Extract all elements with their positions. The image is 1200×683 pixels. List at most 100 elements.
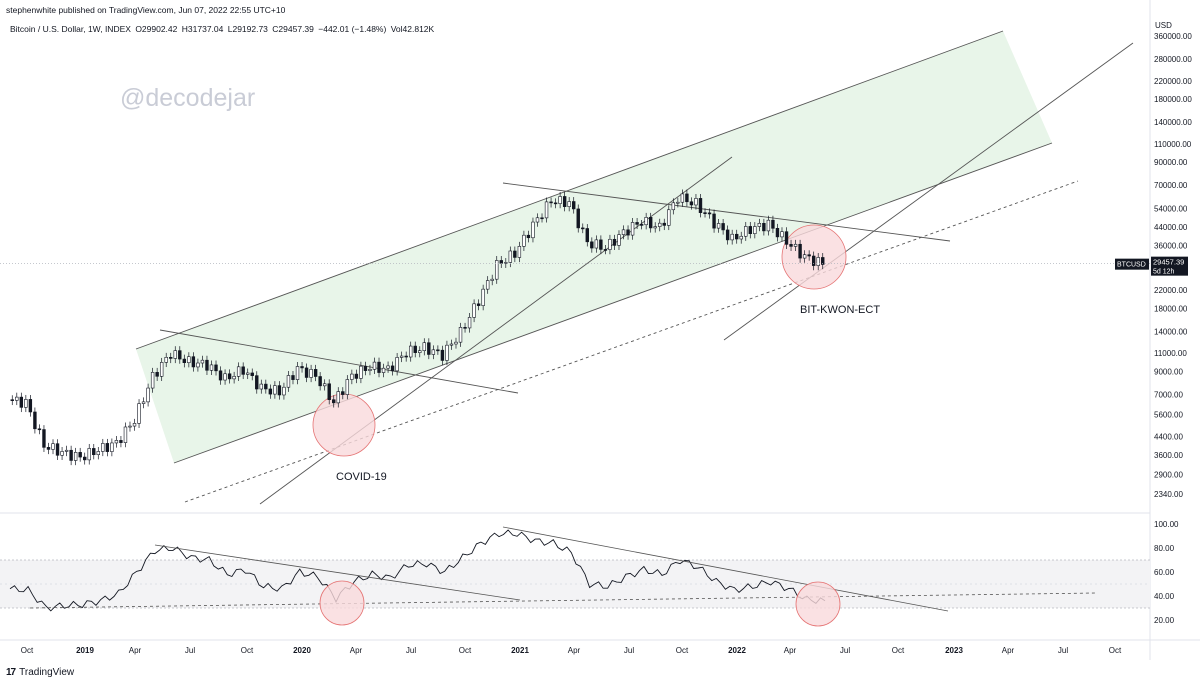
candle-up — [658, 222, 662, 227]
candle-up — [64, 449, 69, 452]
candle-up — [594, 239, 599, 249]
candle-up — [164, 357, 168, 363]
candle-down — [612, 238, 617, 246]
candle-up — [485, 280, 490, 290]
publisher-line: stephenwhite published on TradingView.co… — [6, 5, 286, 15]
candle-down — [639, 224, 644, 226]
candle-up — [173, 350, 177, 359]
candle-down — [581, 227, 585, 230]
tradingview-logo-icon: 17 — [6, 667, 16, 678]
candle-up — [504, 262, 508, 264]
price-tag-value: 29457.39 — [1153, 258, 1184, 267]
candle-down — [549, 201, 553, 204]
tradingview-brand[interactable]: 17 TradingView — [6, 667, 74, 678]
candle-down — [576, 208, 580, 229]
candle-up — [458, 327, 463, 343]
candle-down — [599, 239, 603, 250]
kwon-support-line — [723, 42, 1134, 341]
candle-up — [418, 350, 422, 353]
candle-up — [295, 366, 300, 380]
candle-down — [28, 399, 33, 413]
price-tick-label: 220000.00 — [1154, 77, 1192, 86]
candle-up — [753, 226, 757, 234]
price-tick-label: 7000.00 — [1154, 390, 1183, 399]
candle-down — [712, 213, 716, 229]
rsi-tick-label: 40.00 — [1154, 592, 1175, 601]
candle-up — [608, 238, 612, 250]
candle-up — [531, 221, 535, 239]
candle-up — [309, 369, 313, 378]
candle-down — [10, 399, 14, 401]
descending-resistance-2019 — [159, 329, 519, 394]
candle-up — [24, 399, 28, 408]
rsi-kwon-circle — [795, 581, 841, 627]
candle-down — [377, 361, 381, 373]
watermark-handle: @decodejar — [120, 84, 256, 112]
candle-up — [422, 342, 426, 351]
candle-up — [757, 222, 762, 227]
candle-down — [789, 244, 793, 247]
candle-up — [286, 375, 291, 388]
candle-up — [816, 257, 820, 266]
time-tick-label: 2021 — [511, 646, 529, 655]
time-tick-label: 2023 — [945, 646, 963, 655]
candles — [10, 189, 825, 466]
candle-up — [368, 368, 372, 371]
candle-down — [227, 373, 232, 380]
candle-up — [653, 226, 657, 229]
candle-up — [87, 448, 91, 461]
candle-down — [590, 241, 594, 249]
ohlc-low: L29192.73 — [227, 24, 268, 34]
candle-up — [123, 426, 128, 443]
time-tick-label: 2020 — [293, 646, 311, 655]
candle-down — [725, 229, 730, 241]
candle-down — [42, 429, 46, 448]
price-tick-label: 180000.00 — [1154, 95, 1192, 104]
candle-up — [96, 451, 100, 456]
candle-down — [526, 234, 531, 239]
candle-down — [255, 375, 259, 390]
candle-down — [178, 350, 182, 360]
candle-up — [196, 362, 200, 368]
time-tick-label: Apr — [350, 646, 363, 655]
candle-up — [617, 234, 621, 246]
candle-up — [51, 443, 55, 450]
candle-up — [132, 423, 137, 427]
candle-down — [626, 229, 630, 236]
price-tick-label: 70000.00 — [1154, 181, 1188, 190]
candle-up — [336, 391, 340, 404]
uptrend-channel-fill — [136, 31, 1052, 463]
symbol-name[interactable]: Bitcoin / U.S. Dollar, 1W, INDEX — [10, 24, 131, 34]
price-tick-label: 44000.00 — [1154, 223, 1188, 232]
ohlc-open: O29902.42 — [135, 24, 178, 34]
candle-down — [585, 228, 589, 243]
price-tag-countdown: 5d 12h — [1153, 269, 1175, 276]
time-tick-label: Jul — [406, 646, 416, 655]
candle-up — [409, 345, 413, 358]
time-tick-label: Oct — [892, 646, 905, 655]
candle-up — [535, 217, 540, 223]
candle-up — [522, 234, 526, 247]
symbol-tag-text: BTCUSD — [1117, 262, 1146, 269]
candle-down — [603, 249, 608, 251]
candle-down — [119, 440, 123, 443]
rsi-line — [9, 529, 826, 612]
rsi-trendline-2019 — [154, 544, 521, 601]
candle-up — [359, 365, 363, 379]
rsi-tick-label: 20.00 — [1154, 616, 1175, 625]
price-grid — [0, 0, 1200, 660]
candle-down — [169, 357, 173, 359]
candle-up — [730, 233, 734, 241]
channel-upper-line — [135, 30, 1004, 350]
price-tick-label: 2340.00 — [1154, 490, 1183, 499]
price-tick-label: 280000.00 — [1154, 55, 1192, 64]
ohlc-close: C29457.39 — [272, 24, 314, 34]
candle-down — [250, 372, 254, 376]
price-tag-bg — [1151, 256, 1188, 276]
candle-down — [83, 456, 87, 461]
time-tick-label: Jul — [1058, 646, 1068, 655]
candle-up — [114, 440, 119, 444]
candle-down — [304, 367, 309, 378]
candle-up — [802, 254, 807, 259]
